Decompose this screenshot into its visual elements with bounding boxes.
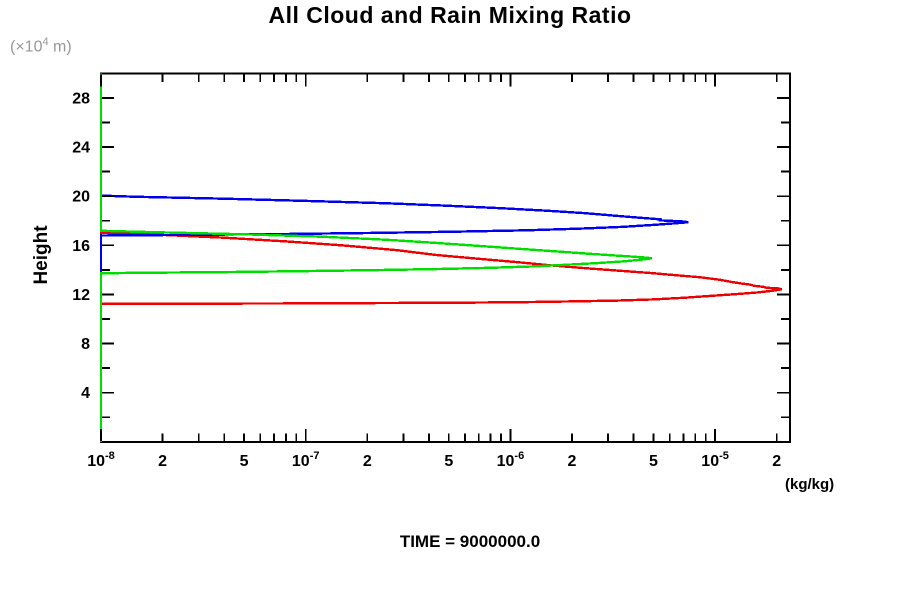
x-tick-label: 10-5: [701, 450, 729, 470]
axis-frame: [100, 72, 791, 443]
y-axis-unit-label: (×104 m): [10, 36, 72, 56]
y-unit-prefix: (×10: [10, 38, 43, 56]
y-tick-label: 12: [72, 287, 90, 304]
x-tick-label: 5: [649, 453, 658, 470]
x-tick-label: 5: [240, 453, 249, 470]
series-line-blue: [99, 73, 689, 442]
time-caption: TIME = 9000000.0: [399, 532, 541, 551]
x-tick-label: 10-7: [292, 450, 320, 470]
x-axis-unit-label: (kg/kg): [785, 476, 835, 493]
y-tick-label: 28: [72, 91, 90, 108]
x-tick-label: 5: [444, 453, 453, 470]
y-unit-suffix: m): [48, 38, 72, 56]
y-unit-exponent: 4: [42, 36, 49, 48]
x-tick-label: 10-6: [497, 450, 525, 470]
x-tick-label: 2: [772, 453, 781, 470]
x-tick-label: 2: [363, 453, 372, 470]
series-line-green: [99, 73, 652, 442]
x-tick-label: 2: [568, 453, 577, 470]
y-tick-label: 4: [81, 385, 90, 402]
y-tick-label: 20: [72, 189, 90, 206]
chart-title: All Cloud and Rain Mixing Ratio: [268, 2, 632, 28]
y-tick-label: 24: [72, 140, 90, 157]
x-tick-label: 2: [158, 453, 167, 470]
y-tick-label: 16: [72, 238, 90, 255]
y-tick-label: 8: [81, 336, 90, 353]
x-tick-label: 10-8: [87, 450, 115, 470]
series-line-red: [99, 73, 783, 442]
